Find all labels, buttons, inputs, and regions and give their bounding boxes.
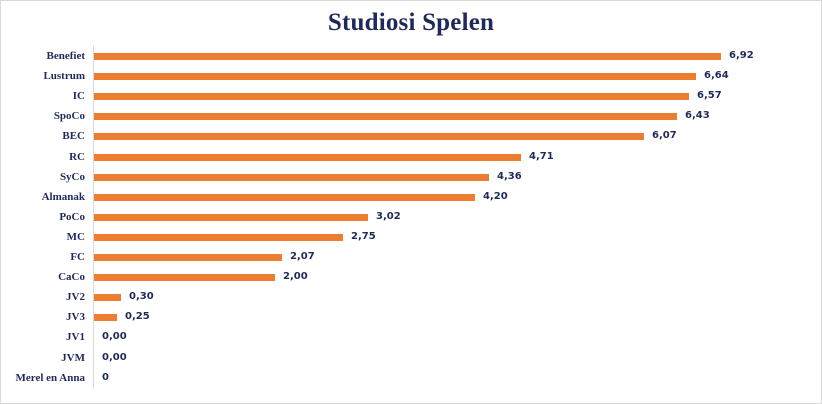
data-value-label: 2,75 — [351, 230, 376, 242]
bar-row: CaCo 2,00 — [1, 268, 821, 288]
data-value-label: 2,00 — [283, 271, 308, 283]
data-value-label: 0 — [102, 371, 109, 383]
category-label: CaCo — [58, 271, 85, 284]
category-label: Lustrum — [43, 70, 85, 83]
bar-row: Merel en Anna 0 — [1, 369, 821, 389]
category-label: Benefiet — [46, 50, 85, 62]
bar — [94, 133, 644, 141]
bar-row: JV2 0,30 — [1, 288, 821, 308]
data-value-label: 0,30 — [129, 291, 154, 303]
category-label: JV1 — [66, 331, 85, 344]
bar — [94, 213, 368, 221]
category-label: Almanak — [41, 190, 85, 203]
bar-row: RC 4,71 — [1, 148, 821, 168]
bar — [94, 233, 343, 241]
bar — [94, 274, 275, 282]
data-value-label: 2,07 — [290, 251, 315, 262]
bar-row: Lustrum 6,64 — [1, 67, 821, 87]
category-label: JVM — [61, 351, 85, 364]
category-label: JV2 — [66, 291, 85, 304]
bar-row: PoCo 3,02 — [1, 208, 821, 228]
bar-row: SyCo 4,36 — [1, 168, 821, 188]
data-value-label: 4,20 — [483, 190, 508, 202]
bar — [94, 193, 475, 201]
category-label: FC — [70, 251, 85, 263]
bar-row: Benefiet 6,92 — [1, 47, 821, 67]
category-label: RC — [69, 150, 85, 163]
data-value-label: 6,64 — [704, 70, 729, 82]
bar — [94, 294, 121, 302]
bar — [94, 173, 489, 181]
bar-row: JV3 0,25 — [1, 308, 821, 328]
data-value-label: 0,00 — [102, 331, 127, 343]
data-value-label: 4,71 — [529, 150, 554, 162]
data-value-label: 0,00 — [102, 351, 127, 363]
category-label: SyCo — [59, 170, 85, 183]
data-value-label: 0,25 — [125, 311, 150, 323]
bar-row: MC 2,75 — [1, 228, 821, 248]
data-value-label: 6,07 — [652, 130, 677, 142]
data-value-label: 6,43 — [685, 110, 710, 122]
bar — [94, 113, 677, 121]
bar-row: JVM 0,00 — [1, 349, 821, 369]
data-value-label: 4,36 — [497, 170, 522, 182]
bar-row: IC 6,57 — [1, 87, 821, 107]
bar-row: FC 2,07 — [1, 248, 821, 268]
category-label: PoCo — [59, 210, 85, 223]
bar — [94, 53, 721, 60]
category-label: BEC — [62, 130, 85, 143]
data-value-label: 6,57 — [697, 90, 722, 102]
bar — [94, 93, 689, 101]
bar — [94, 73, 696, 81]
bar-row: BEC 6,07 — [1, 127, 821, 147]
chart-title: Studiosi Spelen — [327, 9, 495, 36]
category-label: IC — [72, 90, 85, 103]
category-label: MC — [66, 230, 85, 243]
category-label: JV3 — [66, 311, 85, 324]
bar — [94, 314, 117, 322]
data-value-label: 3,02 — [376, 210, 401, 222]
data-value-label: 6,92 — [729, 50, 754, 61]
category-label: SpoCo — [53, 110, 85, 123]
category-axis-line — [93, 46, 94, 389]
bar-row: SpoCo 6,43 — [1, 107, 821, 127]
bar — [94, 254, 282, 261]
bar-row: Almanak 4,20 — [1, 188, 821, 208]
category-label: Merel en Anna — [15, 371, 85, 384]
bar — [94, 153, 521, 161]
bar-row: JV1 0,00 — [1, 328, 821, 348]
